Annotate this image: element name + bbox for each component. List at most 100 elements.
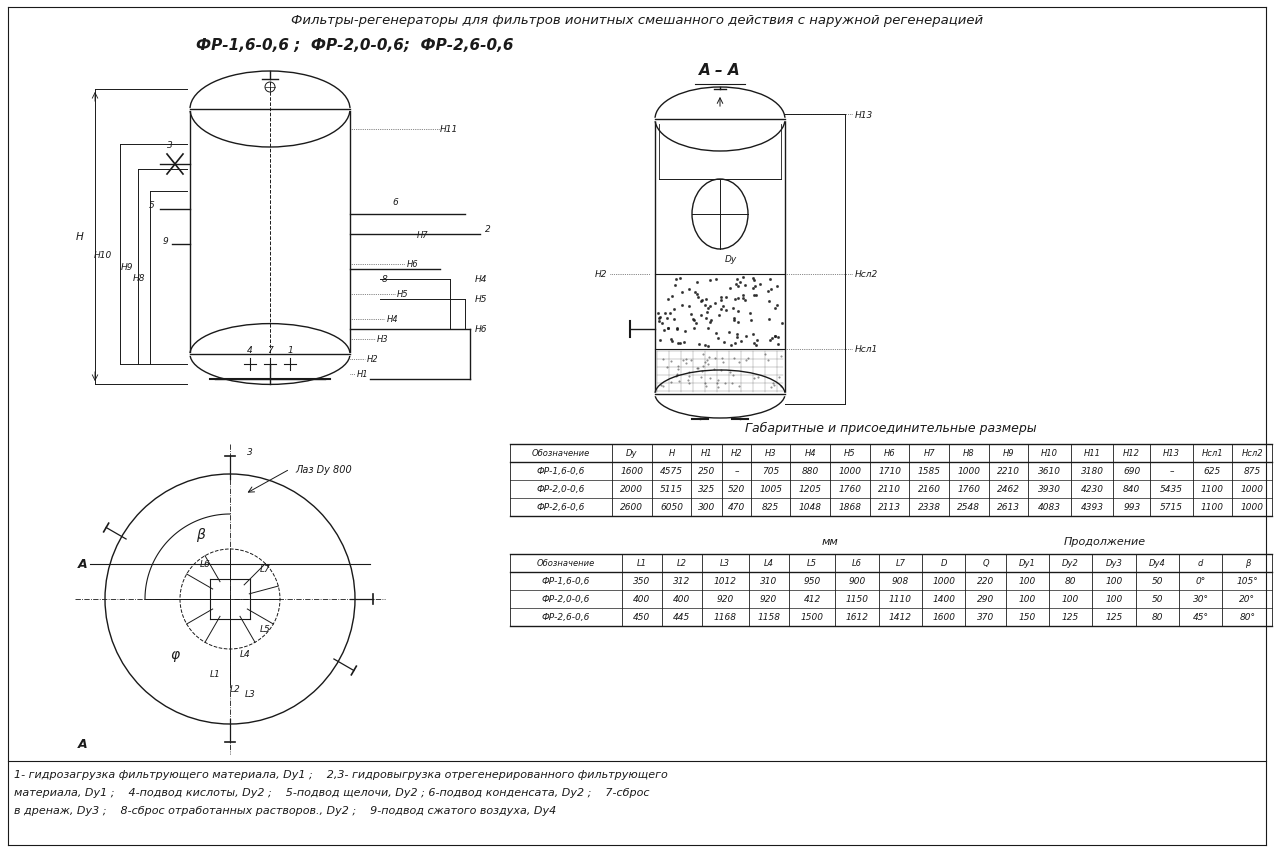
- Text: ФР-1,6-0,6: ФР-1,6-0,6: [541, 577, 590, 586]
- Text: H4: H4: [387, 315, 399, 324]
- Text: L4: L4: [763, 559, 773, 568]
- Text: H5: H5: [845, 449, 856, 458]
- Text: 1110: 1110: [889, 595, 912, 604]
- Text: 412: 412: [804, 595, 820, 604]
- Text: H6: H6: [475, 325, 488, 334]
- Text: 908: 908: [892, 577, 908, 586]
- Text: Обозначение: Обозначение: [531, 449, 590, 458]
- Text: 3180: 3180: [1080, 467, 1103, 476]
- Text: Фильтры-регенераторы для фильтров ионитных смешанного действия с наружной регене: Фильтры-регенераторы для фильтров ионитн…: [290, 14, 984, 27]
- Text: H12: H12: [1124, 449, 1140, 458]
- Text: 250: 250: [698, 467, 716, 476]
- Text: 3610: 3610: [1038, 467, 1061, 476]
- Text: 100: 100: [1019, 595, 1036, 604]
- Text: ФР-1,6-0,6 ;  ФР-2,0-0,6;  ФР-2,6-0,6: ФР-1,6-0,6 ; ФР-2,0-0,6; ФР-2,6-0,6: [196, 38, 513, 53]
- Text: Hсл2: Hсл2: [1241, 449, 1263, 458]
- Text: 1400: 1400: [933, 595, 956, 604]
- Text: А – А: А – А: [699, 63, 740, 78]
- Text: 445: 445: [673, 612, 691, 622]
- Text: 4083: 4083: [1038, 503, 1061, 512]
- Text: Dy4: Dy4: [1149, 559, 1166, 568]
- Text: 1000: 1000: [957, 467, 981, 476]
- Text: 900: 900: [848, 577, 865, 586]
- Text: мм: мм: [822, 537, 838, 547]
- Text: L2: L2: [229, 685, 241, 693]
- Text: 7: 7: [268, 345, 273, 355]
- Text: L3: L3: [245, 690, 255, 699]
- Text: H11: H11: [1084, 449, 1101, 458]
- Text: 125: 125: [1106, 612, 1122, 622]
- Text: 4230: 4230: [1080, 485, 1103, 494]
- Text: Hсл2: Hсл2: [855, 270, 878, 279]
- Text: 4: 4: [247, 345, 252, 355]
- Text: 45°: 45°: [1192, 612, 1209, 622]
- Text: L6: L6: [852, 559, 862, 568]
- Text: L7: L7: [896, 559, 906, 568]
- Text: 920: 920: [761, 595, 777, 604]
- Text: H: H: [75, 232, 83, 242]
- Text: 312: 312: [673, 577, 691, 586]
- Text: 1600: 1600: [933, 612, 956, 622]
- Text: L4: L4: [240, 650, 251, 659]
- Text: 875: 875: [1243, 467, 1261, 476]
- Text: 125: 125: [1063, 612, 1079, 622]
- Text: 400: 400: [673, 595, 691, 604]
- Text: 2210: 2210: [998, 467, 1020, 476]
- Text: в дренаж, Dy3 ;    8-сброс отработанных растворов., Dy2 ;    9-подвод сжатого во: в дренаж, Dy3 ; 8-сброс отработанных рас…: [14, 805, 557, 815]
- Text: A: A: [78, 738, 87, 751]
- Text: 705: 705: [762, 467, 780, 476]
- Text: 5435: 5435: [1159, 485, 1184, 494]
- Text: 1600: 1600: [620, 467, 643, 476]
- Text: 520: 520: [727, 485, 745, 494]
- Text: H11: H11: [440, 125, 459, 134]
- Text: H2: H2: [367, 355, 378, 364]
- Text: 100: 100: [1106, 595, 1122, 604]
- Text: 1012: 1012: [713, 577, 736, 586]
- Text: 2113: 2113: [878, 503, 901, 512]
- Text: H13: H13: [855, 110, 873, 119]
- Text: 880: 880: [801, 467, 819, 476]
- Text: H1: H1: [701, 449, 712, 458]
- Text: 8: 8: [382, 275, 387, 284]
- Text: H2: H2: [595, 270, 606, 279]
- Text: H8: H8: [132, 274, 145, 282]
- Text: L7: L7: [260, 565, 270, 574]
- Text: 1168: 1168: [713, 612, 736, 622]
- Text: материала, Dy1 ;    4-подвод кислоты, Dy2 ;    5-подвод щелочи, Dy2 ; 6-подвод к: материала, Dy1 ; 4-подвод кислоты, Dy2 ;…: [14, 787, 650, 797]
- Text: ФР-2,0-0,6: ФР-2,0-0,6: [541, 595, 590, 604]
- Text: 150: 150: [1019, 612, 1036, 622]
- Text: ФР-2,6-0,6: ФР-2,6-0,6: [541, 612, 590, 622]
- Text: 325: 325: [698, 485, 716, 494]
- Text: D: D: [940, 559, 947, 568]
- Text: 105°: 105°: [1236, 577, 1259, 586]
- Text: 1000: 1000: [838, 467, 861, 476]
- Text: 1500: 1500: [800, 612, 823, 622]
- Text: 1868: 1868: [838, 503, 861, 512]
- Text: 2110: 2110: [878, 485, 901, 494]
- Text: 1000: 1000: [1241, 503, 1264, 512]
- Text: L5: L5: [260, 624, 270, 634]
- Text: 1048: 1048: [799, 503, 822, 512]
- Text: 3930: 3930: [1038, 485, 1061, 494]
- Text: 1- гидрозагрузка фильтрующего материала, Dy1 ;    2,3- гидровыгрузка отрегенерир: 1- гидрозагрузка фильтрующего материала,…: [14, 769, 668, 779]
- Text: 450: 450: [633, 612, 650, 622]
- Text: ФР-2,0-0,6: ФР-2,0-0,6: [536, 485, 585, 494]
- Text: L6: L6: [200, 560, 210, 569]
- Text: L3: L3: [720, 559, 730, 568]
- Text: 950: 950: [804, 577, 820, 586]
- Text: 1150: 1150: [846, 595, 869, 604]
- Text: 1205: 1205: [799, 485, 822, 494]
- Text: Dy: Dy: [725, 255, 738, 264]
- Text: 310: 310: [761, 577, 777, 586]
- Text: 100: 100: [1063, 595, 1079, 604]
- Text: 625: 625: [1204, 467, 1222, 476]
- Text: A: A: [78, 558, 87, 571]
- Text: 1760: 1760: [838, 485, 861, 494]
- Text: 5: 5: [149, 200, 155, 209]
- Text: H9: H9: [121, 263, 132, 272]
- Text: Dy2: Dy2: [1063, 559, 1079, 568]
- Text: –: –: [1170, 467, 1173, 476]
- Text: H7: H7: [924, 449, 935, 458]
- Text: 350: 350: [633, 577, 650, 586]
- Text: Dy3: Dy3: [1106, 559, 1122, 568]
